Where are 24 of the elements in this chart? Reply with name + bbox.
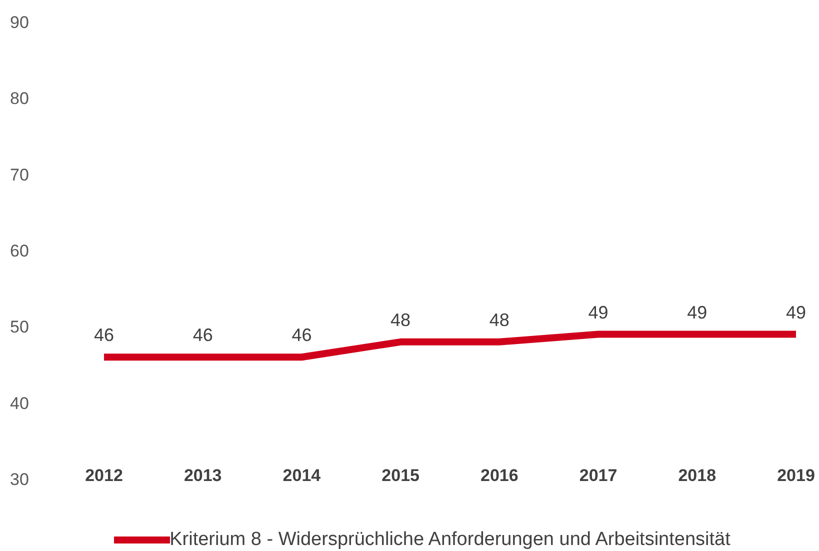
data-label: 48 [390, 310, 411, 330]
y-tick-label: 30 [10, 470, 29, 489]
data-label: 49 [588, 302, 608, 322]
x-tick-label: 2013 [184, 466, 222, 485]
y-tick-label: 90 [10, 13, 29, 32]
y-tick-label: 50 [10, 318, 29, 337]
x-tick-label: 2018 [678, 466, 716, 485]
data-label: 46 [192, 325, 213, 346]
x-tick-label: 2015 [382, 466, 420, 485]
x-tick-label: 2012 [85, 466, 123, 485]
data-label: 49 [786, 302, 806, 322]
y-tick-label: 40 [10, 394, 29, 413]
y-tick-label: 60 [10, 242, 29, 260]
y-tick-label: 70 [10, 165, 29, 184]
x-tick-label: 2019 [777, 466, 815, 485]
data-label: 48 [489, 310, 510, 330]
legend-label: Kriterium 8 - Widersprüchliche Anforderungen und Arbeitsintensität [170, 529, 730, 551]
y-tick-label: 80 [10, 89, 29, 108]
x-tick-label: 2017 [579, 466, 618, 485]
data-label: 46 [292, 325, 312, 346]
x-tick-label: 2014 [282, 466, 322, 485]
x-tick-label: 2016 [480, 466, 518, 485]
data-label: 46 [94, 325, 114, 346]
data-label: 49 [687, 302, 708, 322]
